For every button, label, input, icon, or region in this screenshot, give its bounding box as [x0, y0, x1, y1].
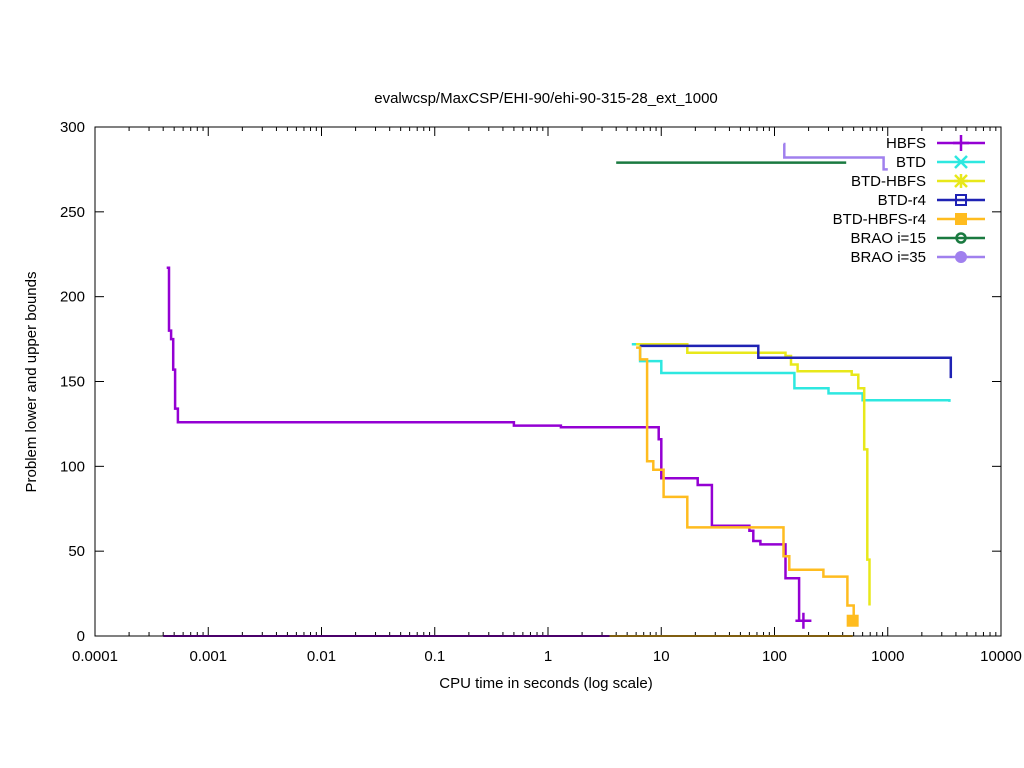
- upper-bound-line: [636, 342, 871, 606]
- upper-bound-line: [636, 346, 855, 621]
- series-btd: [631, 342, 951, 402]
- series-btd-hbfs-r4: [609, 346, 859, 637]
- y-tick-label: 150: [60, 374, 85, 391]
- legend-marker: [955, 251, 967, 263]
- legend-marker: [955, 194, 967, 206]
- y-ticks: 0 50 100 150 200 250 300: [60, 119, 1001, 645]
- x-tick-label: 0.001: [189, 648, 227, 665]
- x-tick-label: 0.0001: [72, 648, 118, 665]
- legend-label: BTD-HBFS: [851, 173, 926, 190]
- x-tick-label: 1000: [871, 648, 904, 665]
- x-tick-label: 10: [653, 648, 670, 665]
- legend-marker: [954, 155, 968, 169]
- legend-marker: [955, 213, 967, 225]
- legend-item-btd-hbfs-r4: BTD-HBFS-r4: [833, 211, 985, 228]
- x-tick-label: 100: [762, 648, 787, 665]
- y-tick-label: 50: [68, 543, 85, 560]
- legend-marker: [953, 135, 969, 151]
- y-tick-label: 0: [77, 628, 85, 645]
- legend-item-hbfs: HBFS: [886, 135, 985, 152]
- legend-marker: [955, 232, 967, 244]
- legend-label: BTD-HBFS-r4: [833, 211, 926, 228]
- y-axis-label: Problem lower and upper bounds: [23, 272, 40, 493]
- series-marker: [795, 612, 812, 629]
- upper-bound-line: [783, 142, 888, 171]
- series-btd-hbfs: [636, 342, 871, 606]
- legend-label: HBFS: [886, 135, 926, 152]
- legend-marker: [954, 174, 968, 188]
- x-tick-label: 0.1: [424, 648, 445, 665]
- legend: HBFS BTD BTD-HBFS BTD-r4 BTD-HBFS-r4 BRAO i=1…: [833, 135, 985, 266]
- x-tick-label: 1: [544, 648, 552, 665]
- x-axis-label: CPU time in seconds (log scale): [439, 675, 652, 692]
- series-hbfs: [163, 266, 812, 637]
- legend-item-btd-r4: BTD-r4: [878, 192, 985, 209]
- legend-label: BTD-r4: [878, 192, 926, 209]
- legend-label: BRAO i=15: [851, 230, 926, 247]
- legend-item-brao-i-35: BRAO i=35: [851, 249, 985, 266]
- series-brao-i-35: [783, 142, 888, 171]
- series-marker: [846, 614, 859, 627]
- x-ticks: 0.0001 0.001 0.01 0.1 1 10 100 1000 10000: [72, 127, 1022, 665]
- x-tick-label: 0.01: [307, 648, 336, 665]
- legend-item-btd-hbfs: BTD-HBFS: [851, 173, 985, 190]
- y-tick-label: 300: [60, 119, 85, 136]
- y-tick-label: 100: [60, 458, 85, 475]
- upper-bound-line: [166, 266, 801, 622]
- plot-frame: [94, 126, 1002, 637]
- legend-label: BRAO i=35: [851, 249, 926, 266]
- legend-item-brao-i-15: BRAO i=15: [851, 230, 985, 247]
- y-tick-label: 250: [60, 204, 85, 221]
- y-tick-label: 200: [60, 289, 85, 306]
- legend-item-btd: BTD: [896, 154, 985, 171]
- upper-bound-line: [640, 344, 953, 379]
- legend-label: BTD: [896, 154, 926, 171]
- upper-bound-line: [631, 342, 951, 402]
- x-tick-label: 10000: [980, 648, 1022, 665]
- series-btd-r4: [640, 344, 953, 379]
- chart-title: evalwcsp/MaxCSP/EHI-90/ehi-90-315-28_ext…: [374, 90, 718, 107]
